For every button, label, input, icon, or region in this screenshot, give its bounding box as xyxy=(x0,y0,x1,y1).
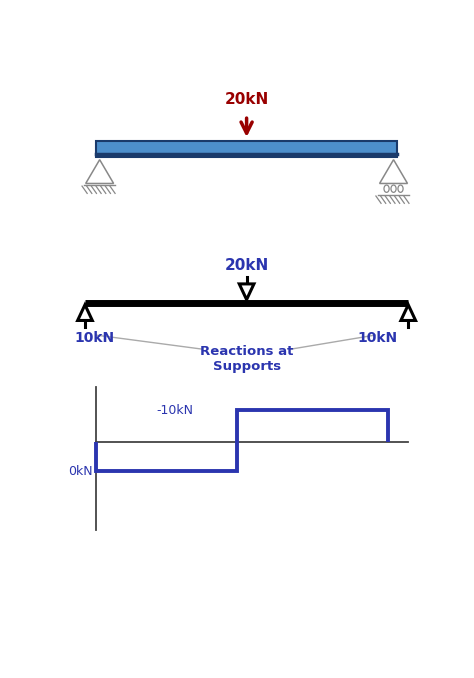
Text: 10kN: 10kN xyxy=(357,331,397,345)
Text: 20kN: 20kN xyxy=(225,92,269,108)
Polygon shape xyxy=(78,305,92,321)
Polygon shape xyxy=(86,160,114,184)
Text: 10kN: 10kN xyxy=(74,331,114,345)
Text: 20kN: 20kN xyxy=(225,258,269,273)
Polygon shape xyxy=(380,160,408,184)
Text: 0kN: 0kN xyxy=(68,465,93,478)
Polygon shape xyxy=(239,284,254,300)
Text: Reactions at
Supports: Reactions at Supports xyxy=(200,345,293,373)
Text: -10kN: -10kN xyxy=(156,404,193,417)
Polygon shape xyxy=(96,142,397,157)
Polygon shape xyxy=(401,305,416,321)
